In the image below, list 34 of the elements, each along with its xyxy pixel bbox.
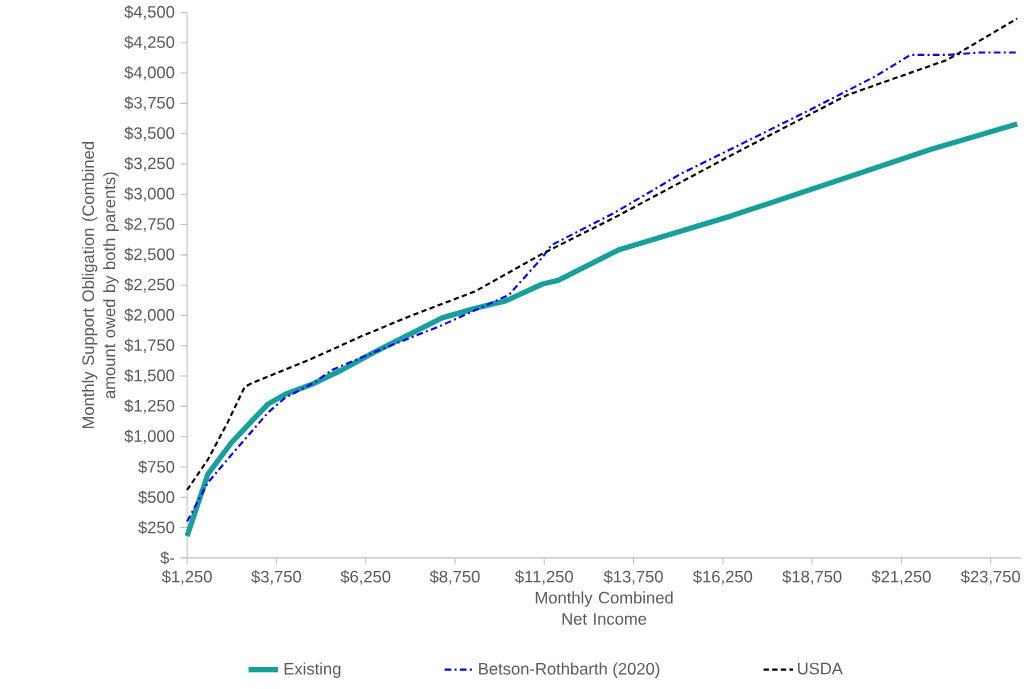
x-tick-label: $18,750 xyxy=(782,569,842,585)
y-axis-title: Monthly Support Obligation (Combined amount owed by both parents) xyxy=(81,141,119,429)
y-tick-label: $4,250 xyxy=(124,35,175,50)
y-tick-label: $750 xyxy=(138,460,175,474)
x-tick-label: $6,250 xyxy=(340,569,391,585)
x-tick-label: $1,250 xyxy=(161,569,212,585)
x-tick-label: $8,750 xyxy=(429,569,480,585)
x-tick-label: $13,750 xyxy=(603,569,663,585)
x-tick-label: $3,750 xyxy=(251,569,302,585)
y-tick-label: $1,750 xyxy=(124,338,175,353)
y-tick-label: $250 xyxy=(138,520,175,535)
y-tick-label: $1,250 xyxy=(124,399,175,414)
legend-label: USDA xyxy=(798,662,843,675)
legend-label: Existing xyxy=(284,662,341,678)
x-tick-label: $16,250 xyxy=(693,569,753,585)
y-tick-label: $3,250 xyxy=(124,156,175,172)
y-tick-label: $1,000 xyxy=(124,429,175,444)
x-axis-title: Monthly Combined Net Income xyxy=(535,591,673,625)
x-tick-label: $11,250 xyxy=(515,569,573,585)
y-tick-label: $4,000 xyxy=(124,65,175,81)
legend-label: Betson-Rothbarth (2020) xyxy=(479,662,660,678)
y-tick-label: $2,250 xyxy=(124,277,175,293)
y-tick-label: $4,500 xyxy=(124,5,175,20)
y-tick-label: $- xyxy=(160,551,175,565)
y-tick-label: $3,000 xyxy=(124,186,175,202)
x-tick-label: $21,250 xyxy=(871,569,931,585)
y-tick-label: $1,500 xyxy=(124,368,175,384)
y-tick-label: $2,500 xyxy=(124,247,175,262)
y-tick-label: $2,750 xyxy=(124,217,175,232)
x-tick-label: $23,750 xyxy=(960,569,1021,585)
y-tick-label: $2,000 xyxy=(124,308,175,323)
y-tick-label: $3,750 xyxy=(124,96,175,111)
y-tick-label: $3,500 xyxy=(124,126,175,141)
y-tick-label: $500 xyxy=(138,490,175,504)
